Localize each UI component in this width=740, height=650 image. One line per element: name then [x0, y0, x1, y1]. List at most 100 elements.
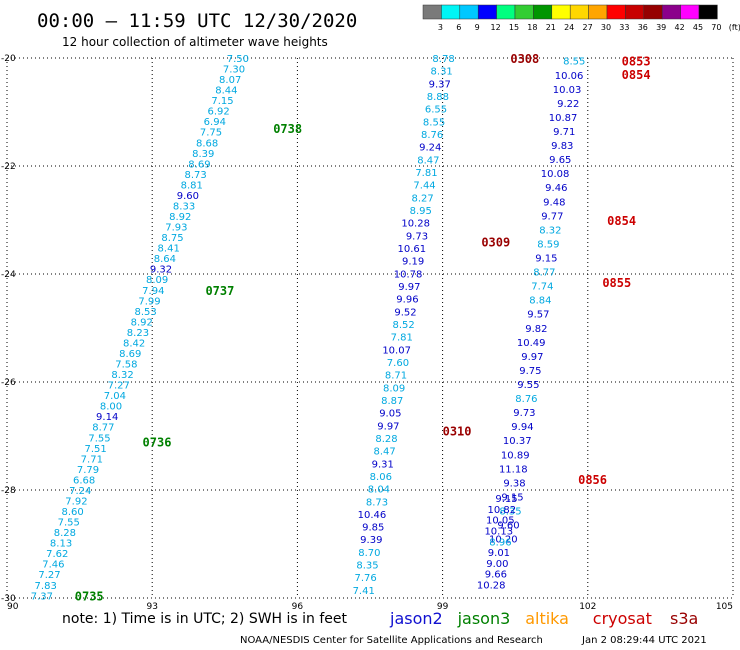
wave-height-value: 8.44 [215, 86, 237, 97]
wave-height-value: 8.09 [146, 275, 168, 286]
wave-height-value: 9.75 [519, 366, 541, 377]
legend-item: jason2 [389, 609, 443, 628]
wave-height-value: 9.83 [551, 141, 573, 152]
pass-time-label: 0309 [481, 236, 510, 250]
wave-height-value: 10.13 [484, 527, 513, 538]
wave-height-value: 8.69 [188, 159, 210, 170]
wave-height-value: 7.24 [69, 486, 91, 497]
wave-height-value: 10.03 [553, 85, 582, 96]
color-swatch [569, 4, 589, 20]
wave-height-value: 8.87 [381, 396, 403, 407]
wave-height-value: 9.85 [362, 523, 384, 534]
wave-height-value: 7.27 [38, 570, 60, 581]
wave-height-value: 8.76 [515, 394, 537, 405]
wave-height-value: 9.96 [396, 295, 418, 306]
credit-text: NOAA/NESDIS Center for Satellite Applica… [240, 635, 543, 646]
wave-height-value: 11.18 [499, 464, 528, 475]
y-tick-label: -26 [1, 378, 16, 388]
generation-timestamp: Jan 2 08:29:44 UTC 2021 [581, 635, 707, 646]
wave-height-value: 10.28 [401, 219, 430, 230]
wave-height-value: 8.42 [123, 338, 145, 349]
wave-height-value: 9.24 [419, 143, 441, 154]
wave-height-value: 9.05 [379, 409, 401, 420]
color-scale-label: 30 [601, 23, 611, 32]
wave-height-value: 8.00 [100, 402, 122, 413]
pass-time-label: 0853 [622, 55, 651, 69]
wave-height-value: 7.93 [165, 223, 187, 234]
wave-height-value: 9.97 [377, 421, 399, 432]
color-swatch [514, 4, 534, 20]
wave-height-value: 9.52 [394, 307, 416, 318]
color-scale-label: 21 [546, 23, 556, 32]
wave-height-value: 8.75 [161, 233, 183, 244]
wave-height-value: 6.94 [204, 117, 226, 128]
color-scale-label: 39 [656, 23, 666, 32]
wave-height-value: 8.76 [421, 130, 443, 141]
x-tick-label: 93 [146, 602, 157, 612]
color-swatch [661, 4, 681, 20]
wave-height-value: 8.52 [393, 320, 415, 331]
wave-height-value: 7.46 [42, 560, 64, 571]
data-marks: 7.507.308.078.447.156.926.947.758.688.39… [31, 52, 651, 603]
wave-height-value: 9.55 [517, 380, 539, 391]
wave-height-value: 7.60 [387, 358, 409, 369]
x-tick-label: 99 [437, 602, 449, 612]
chart-title: 00:00 – 11:59 UTC 12/30/2020 [37, 10, 357, 32]
color-scale-label: (ft) [729, 23, 740, 32]
wave-height-value: 9.57 [527, 310, 549, 321]
x-tick-label: 105 [716, 602, 733, 612]
wave-height-value: 10.37 [503, 436, 532, 447]
wave-height-value: 7.55 [58, 518, 80, 529]
wave-height-value: 8.09 [383, 383, 405, 394]
wave-height-value: 8.73 [366, 497, 388, 508]
wave-height-value: 9.19 [402, 257, 424, 268]
y-tick-label: -22 [1, 162, 16, 172]
color-swatch [588, 4, 608, 20]
wave-height-value: 9.31 [372, 459, 394, 470]
color-scale-label: 9 [475, 23, 480, 32]
pass-time-label: 0856 [578, 473, 607, 487]
wave-height-value: 7.30 [223, 65, 245, 76]
wave-height-value: 7.99 [138, 296, 160, 307]
pass-time-label: 0308 [510, 52, 539, 66]
pass-time-label: 0735 [75, 589, 104, 603]
wave-height-value: 10.20 [489, 535, 518, 546]
wave-height-value: 10.78 [394, 269, 423, 280]
wave-height-value: 9.77 [541, 211, 563, 222]
wave-height-value: 8.32 [111, 370, 133, 381]
wave-height-value: 9.01 [488, 548, 510, 559]
wave-height-value: 9.46 [545, 183, 567, 194]
wave-height-value: 8.06 [370, 472, 392, 483]
color-swatch [477, 4, 497, 20]
wave-height-value: 10.08 [541, 169, 570, 180]
pass-time-label: 0854 [622, 68, 651, 82]
color-scale-label: 42 [675, 23, 685, 32]
wave-height-value: 9.38 [503, 478, 525, 489]
wave-height-value: 9.39 [360, 535, 382, 546]
wave-height-value: 8.71 [385, 371, 407, 382]
wave-height-value: 9.66 [485, 570, 507, 581]
wave-height-value: 10.05 [486, 516, 515, 527]
wave-height-value: 8.55 [423, 117, 445, 128]
color-scale-bar: 3 6 9 12 15 18 21 24 27 30 33 36 39 42 45 70 (ft) [422, 4, 740, 32]
wave-height-value: 7.55 [88, 433, 110, 444]
wave-height-value: 8.60 [61, 507, 83, 518]
wave-height-value: 10.28 [477, 581, 506, 592]
pass-time-label: 0738 [273, 122, 302, 136]
wave-height-value: 7.37 [31, 591, 53, 602]
chart-subtitle: 12 hour collection of altimeter wave hei… [62, 35, 328, 49]
wave-height-value: 9.00 [486, 559, 508, 570]
wave-height-value: 9.60 [177, 191, 199, 202]
color-swatch [496, 4, 516, 20]
legend: jason2 jason3 altika cryosat s3a [389, 609, 698, 628]
wave-height-value: 8.32 [539, 225, 561, 236]
wave-height-value: 10.89 [501, 450, 530, 461]
wave-height-value: 8.55 [563, 57, 585, 68]
wave-height-value: 8.23 [127, 328, 149, 339]
wave-height-value: 6.68 [73, 475, 95, 486]
wave-height-value: 10.61 [398, 244, 427, 255]
wave-height-value: 7.04 [104, 391, 126, 402]
wave-height-value: 10.07 [382, 345, 411, 356]
wave-height-value: 10.87 [549, 113, 578, 124]
